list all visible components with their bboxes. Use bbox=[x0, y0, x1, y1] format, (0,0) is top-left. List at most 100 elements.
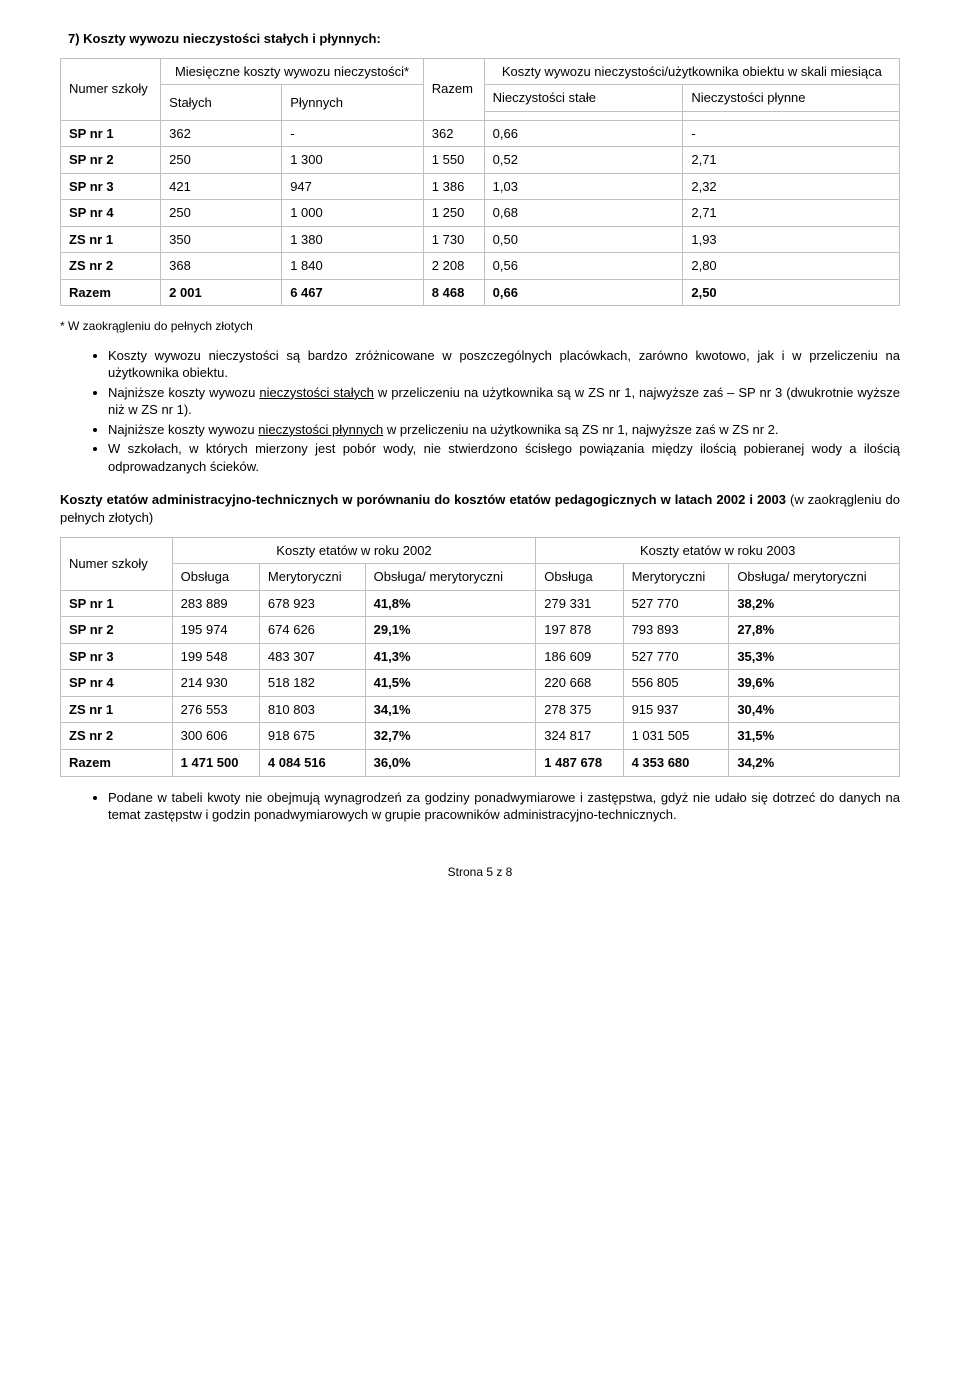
bullet-item: Najniższe koszty wywozu nieczystości pły… bbox=[108, 421, 900, 439]
heading-staff-costs: Koszty etatów administracyjno-techniczny… bbox=[60, 491, 900, 526]
table-cell: 810 803 bbox=[259, 696, 365, 723]
table-cell: 36,0% bbox=[365, 749, 536, 776]
table-cell: 250 bbox=[161, 147, 282, 174]
table-cell: 30,4% bbox=[729, 696, 900, 723]
table-cell: 0,50 bbox=[484, 226, 683, 253]
table-cell: 1 550 bbox=[423, 147, 484, 174]
table-cell: SP nr 4 bbox=[61, 200, 161, 227]
table-cell: 421 bbox=[161, 173, 282, 200]
table-cell: 678 923 bbox=[259, 590, 365, 617]
table-cell: 32,7% bbox=[365, 723, 536, 750]
col-ratio-2003: Obsługa/ merytoryczni bbox=[729, 564, 900, 591]
table-cell: 368 bbox=[161, 253, 282, 280]
page-footer: Strona 5 z 8 bbox=[60, 864, 900, 880]
table-cell: ZS nr 2 bbox=[61, 253, 161, 280]
col-meryt-2002: Merytoryczni bbox=[259, 564, 365, 591]
table-cell: 29,1% bbox=[365, 617, 536, 644]
table-cell: 1 000 bbox=[282, 200, 424, 227]
bullet-item: Podane w tabeli kwoty nie obejmują wynag… bbox=[108, 789, 900, 824]
waste-costs-table: Numer szkoły Miesięczne koszty wywozu ni… bbox=[60, 58, 900, 307]
col-koszty-wywozu: Koszty wywozu nieczystości/użytkownika o… bbox=[484, 58, 899, 85]
table-cell: 527 770 bbox=[623, 590, 729, 617]
table-cell: 362 bbox=[423, 120, 484, 147]
table-cell: 195 974 bbox=[172, 617, 259, 644]
bullet-text: Najniższe koszty wywozu bbox=[108, 385, 259, 400]
col-obsluga-2003: Obsługa bbox=[536, 564, 623, 591]
table-cell: ZS nr 1 bbox=[61, 696, 173, 723]
footnote-rounding: * W zaokrągleniu do pełnych złotych bbox=[60, 318, 900, 334]
col-stalych: Stałych bbox=[161, 85, 282, 121]
table-cell: 1 300 bbox=[282, 147, 424, 174]
table-cell: 0,66 bbox=[484, 279, 683, 306]
col-obsluga-2002: Obsługa bbox=[172, 564, 259, 591]
table-cell: SP nr 4 bbox=[61, 670, 173, 697]
table-cell: SP nr 2 bbox=[61, 617, 173, 644]
table-cell: 0,52 bbox=[484, 147, 683, 174]
table-cell: 300 606 bbox=[172, 723, 259, 750]
table-cell: 2,71 bbox=[683, 147, 900, 174]
table-cell: 350 bbox=[161, 226, 282, 253]
table-cell: 362 bbox=[161, 120, 282, 147]
bullet-text: Najniższe koszty wywozu bbox=[108, 422, 258, 437]
col-2002: Koszty etatów w roku 2002 bbox=[172, 537, 536, 564]
table-cell: 41,3% bbox=[365, 643, 536, 670]
table-cell: 556 805 bbox=[623, 670, 729, 697]
table-cell: 41,5% bbox=[365, 670, 536, 697]
table-cell: 483 307 bbox=[259, 643, 365, 670]
col-miesieczne: Miesięczne koszty wywozu nieczystości* bbox=[161, 58, 424, 85]
table-cell: 214 930 bbox=[172, 670, 259, 697]
spacer-cell bbox=[683, 111, 900, 120]
table-cell: 2,71 bbox=[683, 200, 900, 227]
table-cell: 4 353 680 bbox=[623, 749, 729, 776]
table-cell: 31,5% bbox=[729, 723, 900, 750]
table-cell: ZS nr 2 bbox=[61, 723, 173, 750]
col-numer-szkoly: Numer szkoły bbox=[61, 58, 161, 120]
table-cell: 2,32 bbox=[683, 173, 900, 200]
bullet-item: Koszty wywozu nieczystości są bardzo zró… bbox=[108, 347, 900, 382]
table-cell: SP nr 3 bbox=[61, 173, 161, 200]
table-cell: 34,1% bbox=[365, 696, 536, 723]
table-cell: 39,6% bbox=[729, 670, 900, 697]
table-cell: 41,8% bbox=[365, 590, 536, 617]
table-cell: ZS nr 1 bbox=[61, 226, 161, 253]
col-ratio-2002: Obsługa/ merytoryczni bbox=[365, 564, 536, 591]
table-cell: SP nr 1 bbox=[61, 590, 173, 617]
table-cell: 8 468 bbox=[423, 279, 484, 306]
bullet-item: Najniższe koszty wywozu nieczystości sta… bbox=[108, 384, 900, 419]
bullets-staff: Podane w tabeli kwoty nie obejmują wynag… bbox=[60, 789, 900, 824]
table-cell: 1 386 bbox=[423, 173, 484, 200]
table-cell: 6 467 bbox=[282, 279, 424, 306]
bullet-underline: nieczystości płynnych bbox=[258, 422, 383, 437]
col-niecz-stale: Nieczystości stałe bbox=[484, 85, 683, 112]
col-razem: Razem bbox=[423, 58, 484, 120]
table-cell: 27,8% bbox=[729, 617, 900, 644]
table-cell: 276 553 bbox=[172, 696, 259, 723]
table-cell: 2,80 bbox=[683, 253, 900, 280]
table-cell: 324 817 bbox=[536, 723, 623, 750]
table-cell: 34,2% bbox=[729, 749, 900, 776]
table-cell: - bbox=[282, 120, 424, 147]
table-cell: SP nr 1 bbox=[61, 120, 161, 147]
table-cell: 1 250 bbox=[423, 200, 484, 227]
spacer-cell bbox=[484, 111, 683, 120]
table-cell: 527 770 bbox=[623, 643, 729, 670]
staff-costs-table: Numer szkoły Koszty etatów w roku 2002 K… bbox=[60, 537, 900, 777]
table-cell: 283 889 bbox=[172, 590, 259, 617]
table-cell: 947 bbox=[282, 173, 424, 200]
table-cell: 1 487 678 bbox=[536, 749, 623, 776]
section-7-heading: 7) Koszty wywozu nieczystości stałych i … bbox=[60, 30, 900, 48]
table-cell: 220 668 bbox=[536, 670, 623, 697]
col-meryt-2003: Merytoryczni bbox=[623, 564, 729, 591]
table-cell: 915 937 bbox=[623, 696, 729, 723]
table-cell: 1 031 505 bbox=[623, 723, 729, 750]
heading-bold: Koszty etatów administracyjno-techniczny… bbox=[60, 492, 790, 507]
table-cell: 674 626 bbox=[259, 617, 365, 644]
table-cell: 0,68 bbox=[484, 200, 683, 227]
col-niecz-plynne: Nieczystości płynne bbox=[683, 85, 900, 112]
table-cell: 278 375 bbox=[536, 696, 623, 723]
table-cell: 250 bbox=[161, 200, 282, 227]
table-cell: 793 893 bbox=[623, 617, 729, 644]
table-cell: 1 840 bbox=[282, 253, 424, 280]
table-cell: Razem bbox=[61, 279, 161, 306]
table-cell: 1,03 bbox=[484, 173, 683, 200]
